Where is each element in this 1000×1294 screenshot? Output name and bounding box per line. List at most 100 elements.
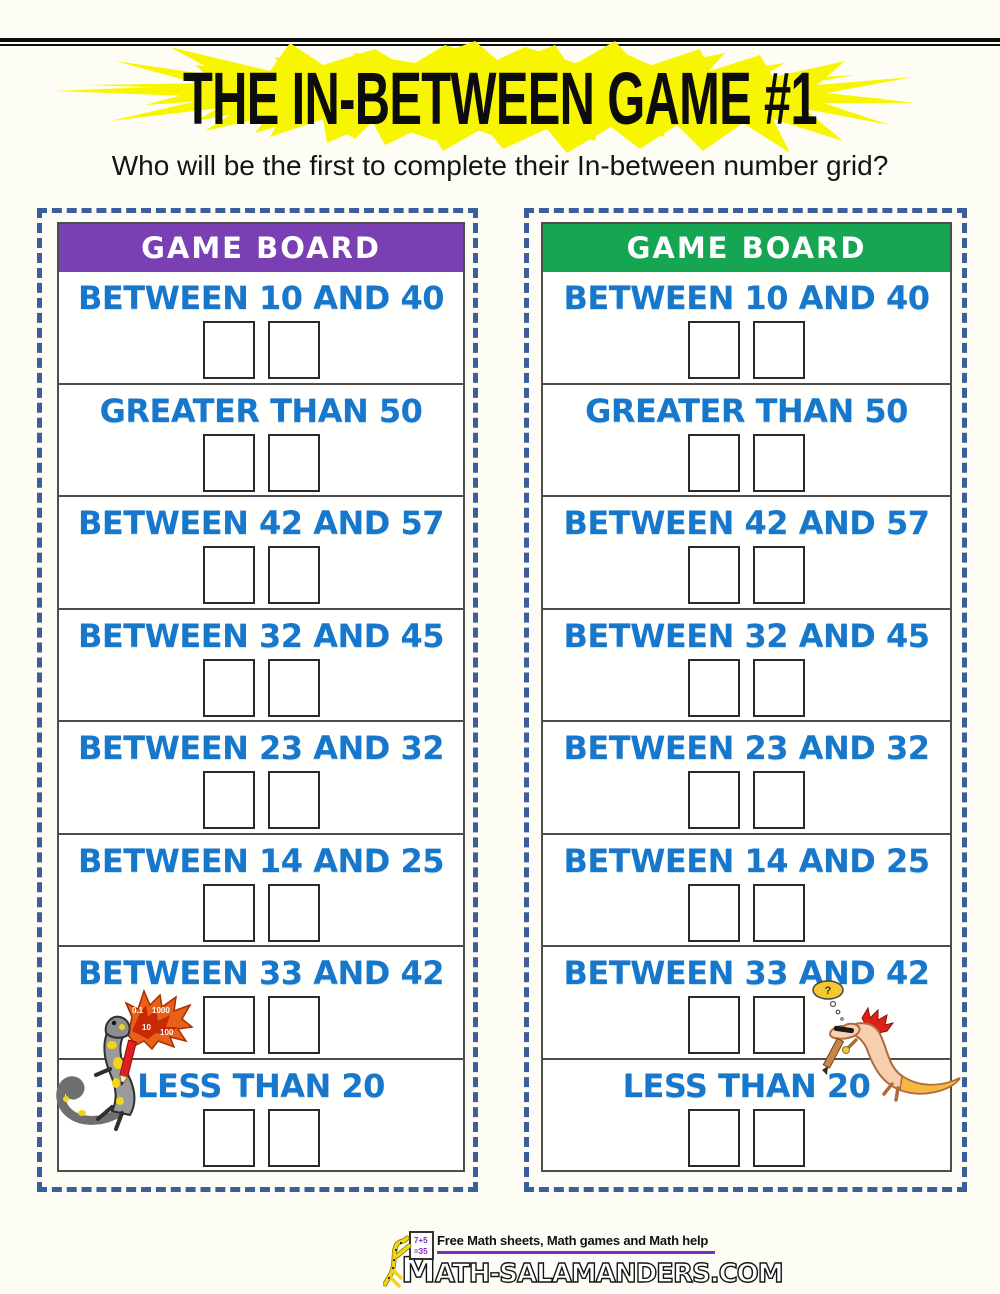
answer-box[interactable]	[753, 1108, 805, 1167]
answer-box[interactable]	[202, 996, 255, 1054]
row-prompt-label: BETWEEN 14 AND 25	[78, 841, 444, 880]
page-subtitle: Who will be the first to complete their …	[111, 150, 889, 181]
answer-box[interactable]	[202, 883, 255, 942]
salamander-tail	[56, 1076, 127, 1125]
table-row: BETWEEN 14 AND 25	[59, 832, 463, 946]
top-rule-thin	[0, 44, 1000, 46]
answer-box[interactable]	[202, 1108, 255, 1167]
answer-boxes	[688, 546, 805, 604]
row-prompt-label: LESS THAN 20	[622, 1066, 871, 1105]
answer-box[interactable]	[688, 658, 740, 717]
table-row: LESS THAN 20	[59, 1057, 463, 1171]
axolotl-hand	[842, 1046, 850, 1054]
answer-box[interactable]	[267, 1108, 320, 1167]
pencil-icon	[822, 1037, 845, 1075]
answer-boxes	[688, 1108, 805, 1167]
answer-box[interactable]	[267, 546, 320, 604]
logo-board-text: 7+5	[414, 1236, 428, 1245]
table-row: BETWEEN 10 AND 40	[543, 272, 950, 383]
answer-box[interactable]	[202, 433, 255, 492]
axolotl-eye-band	[833, 1025, 854, 1034]
row-prompt-label: BETWEEN 23 AND 32	[78, 729, 444, 767]
game-board-right: GAME BOARD BETWEEN 10 AND 40 GREATER THAN…	[524, 208, 967, 1192]
axolotl-illustration: ?	[812, 980, 961, 1102]
thought-bubble-text: ?	[825, 985, 832, 997]
answer-box[interactable]	[688, 433, 740, 492]
table-row: BETWEEN 42 AND 57	[543, 495, 950, 608]
answer-boxes	[202, 883, 320, 942]
answer-box[interactable]	[267, 883, 320, 942]
salamander-eye	[111, 1020, 117, 1026]
footer-rule	[437, 1251, 715, 1254]
answer-box[interactable]	[202, 771, 255, 829]
row-prompt-label: BETWEEN 14 AND 25	[563, 841, 930, 880]
answer-box[interactable]	[753, 996, 805, 1054]
salamander-spots	[63, 1024, 125, 1116]
answer-boxes	[688, 996, 805, 1054]
table-row: LESS THAN 20	[543, 1057, 950, 1171]
answer-box[interactable]	[753, 883, 805, 942]
row-prompt-label: BETWEEN 10 AND 40	[78, 279, 444, 317]
table-row: BETWEEN 32 AND 45	[59, 607, 463, 721]
answer-boxes	[202, 546, 320, 604]
answer-box[interactable]	[753, 658, 805, 717]
table-row: BETWEEN 33 AND 42	[59, 945, 463, 1058]
flame-icon: 0.1 1000 10 100	[124, 988, 194, 1051]
answer-box[interactable]	[753, 771, 805, 829]
footer-tagline: Free Math sheets, Math games and Math he…	[437, 1233, 709, 1248]
row-prompt-label: GREATER THAN 50	[585, 391, 908, 430]
axolotl-tail	[899, 1074, 961, 1095]
answer-box[interactable]	[202, 321, 255, 379]
game-board-table: GAME BOARD BETWEEN 10 AND 40 GREATER THAN…	[541, 222, 952, 1172]
answer-box[interactable]	[753, 546, 805, 604]
fire-salamander-illustration: 0.1 1000 10 100	[56, 988, 194, 1131]
row-prompt-label: BETWEEN 23 AND 32	[563, 729, 930, 767]
table-row: BETWEEN 32 AND 45	[543, 607, 950, 721]
answer-box[interactable]	[688, 996, 740, 1054]
board-header: GAME BOARD	[59, 224, 463, 272]
row-prompt-label: BETWEEN 33 AND 42	[78, 954, 444, 992]
answer-box[interactable]	[688, 771, 740, 829]
answer-boxes	[202, 1108, 320, 1167]
page-title: THE IN-BETWEEN GAME #1	[182, 57, 818, 140]
table-row: GREATER THAN 50	[543, 382, 950, 496]
answer-boxes	[202, 771, 320, 829]
table-row: BETWEEN 33 AND 42	[543, 945, 950, 1058]
row-prompt-label: BETWEEN 32 AND 45	[563, 616, 930, 655]
table-row: BETWEEN 10 AND 40	[59, 272, 463, 383]
answer-box[interactable]	[753, 321, 805, 379]
answer-box[interactable]	[267, 658, 320, 717]
answer-box[interactable]	[688, 1108, 740, 1167]
answer-box[interactable]	[267, 771, 320, 829]
answer-box[interactable]	[267, 321, 320, 379]
flame-number: 1000	[152, 1006, 170, 1015]
answer-boxes	[688, 433, 805, 492]
row-prompt-label: BETWEEN 42 AND 57	[78, 504, 444, 542]
board-rows: BETWEEN 10 AND 40 GREATER THAN 50 BETWEEN …	[543, 272, 950, 1170]
board-header: GAME BOARD	[543, 224, 950, 272]
board-rows: BETWEEN 10 AND 40 GREATER THAN 50 BETWEEN …	[59, 272, 463, 1170]
table-row: BETWEEN 23 AND 32	[59, 720, 463, 833]
answer-box[interactable]	[267, 433, 320, 492]
flame-number: 0.1	[132, 1006, 144, 1015]
answer-box[interactable]	[202, 658, 255, 717]
table-row: BETWEEN 23 AND 32	[543, 720, 950, 833]
answer-box[interactable]	[688, 546, 740, 604]
game-board-left: GAME BOARD BETWEEN 10 AND 40 GREATER THAN…	[37, 208, 478, 1192]
answer-box[interactable]	[202, 546, 255, 604]
flame-number: 10	[142, 1023, 151, 1032]
top-rule-thick	[0, 38, 1000, 42]
answer-boxes	[202, 996, 320, 1054]
footer-site-link[interactable]: MATH-SALAMANDERS.COM	[400, 1249, 784, 1291]
answer-box[interactable]	[688, 883, 740, 942]
answer-box[interactable]	[753, 433, 805, 492]
starburst-banner	[55, 40, 915, 154]
table-row: BETWEEN 42 AND 57	[59, 495, 463, 608]
answer-box[interactable]	[267, 996, 320, 1054]
answer-boxes	[688, 883, 805, 942]
answer-box[interactable]	[688, 321, 740, 379]
answer-boxes	[202, 433, 320, 492]
thought-bubble-icon: ?	[812, 980, 844, 1021]
table-row: GREATER THAN 50	[59, 382, 463, 496]
